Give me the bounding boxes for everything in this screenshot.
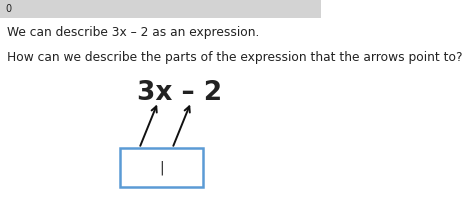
Text: |: | xyxy=(160,160,164,175)
Text: 3x – 2: 3x – 2 xyxy=(137,80,222,106)
Text: 0: 0 xyxy=(6,4,12,14)
Text: How can we describe the parts of the expression that the arrows point to?: How can we describe the parts of the exp… xyxy=(7,51,463,64)
FancyBboxPatch shape xyxy=(120,148,203,187)
Text: We can describe 3x – 2 as an expression.: We can describe 3x – 2 as an expression. xyxy=(7,26,260,39)
FancyBboxPatch shape xyxy=(0,0,321,18)
